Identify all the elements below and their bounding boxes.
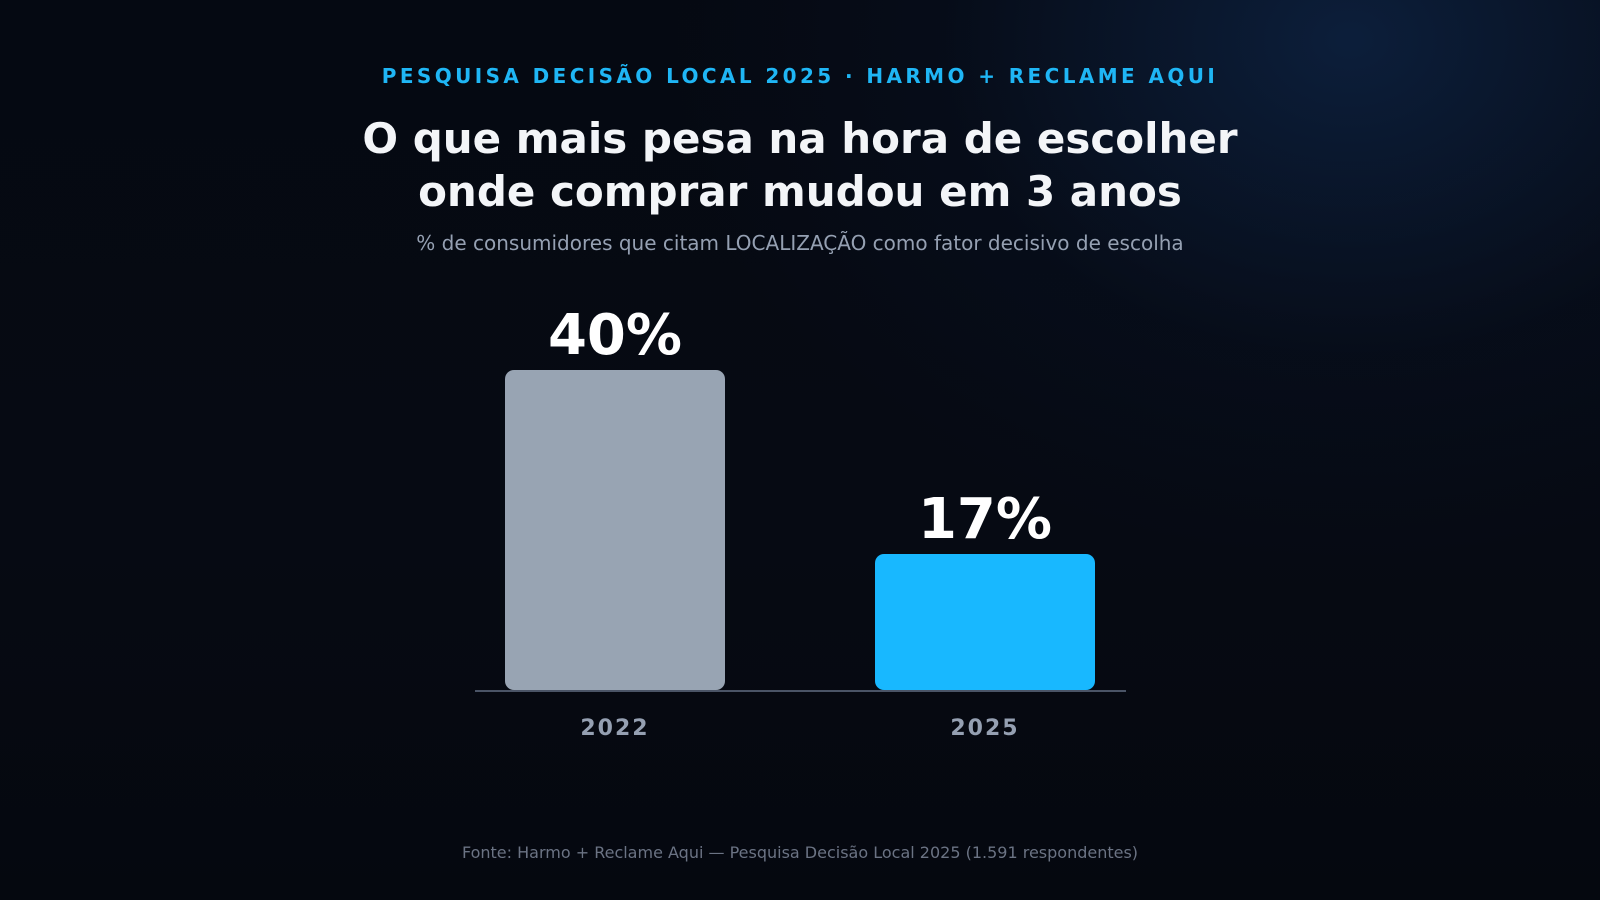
category-label-2022: 2022	[580, 716, 649, 741]
bar-2022	[505, 370, 725, 690]
eyebrow-label: PESQUISA DECISÃO LOCAL 2025 · HARMO + RE…	[381, 64, 1219, 88]
title-line-2: onde comprar mudou em 3 anos	[418, 167, 1182, 216]
source-note: Fonte: Harmo + Reclame Aqui — Pesquisa D…	[461, 843, 1139, 862]
title-line-1: O que mais pesa na hora de escolher	[362, 114, 1238, 163]
category-label-2025: 2025	[950, 716, 1019, 741]
value-label-2025: 17%	[918, 487, 1052, 552]
chart-subtitle: % de consumidores que citam LOCALIZAÇÃO …	[416, 231, 1184, 255]
bar-2025	[875, 554, 1095, 690]
page-title: O que mais pesa na hora de escolher onde…	[0, 112, 1600, 218]
value-label-2022: 40%	[548, 303, 682, 368]
